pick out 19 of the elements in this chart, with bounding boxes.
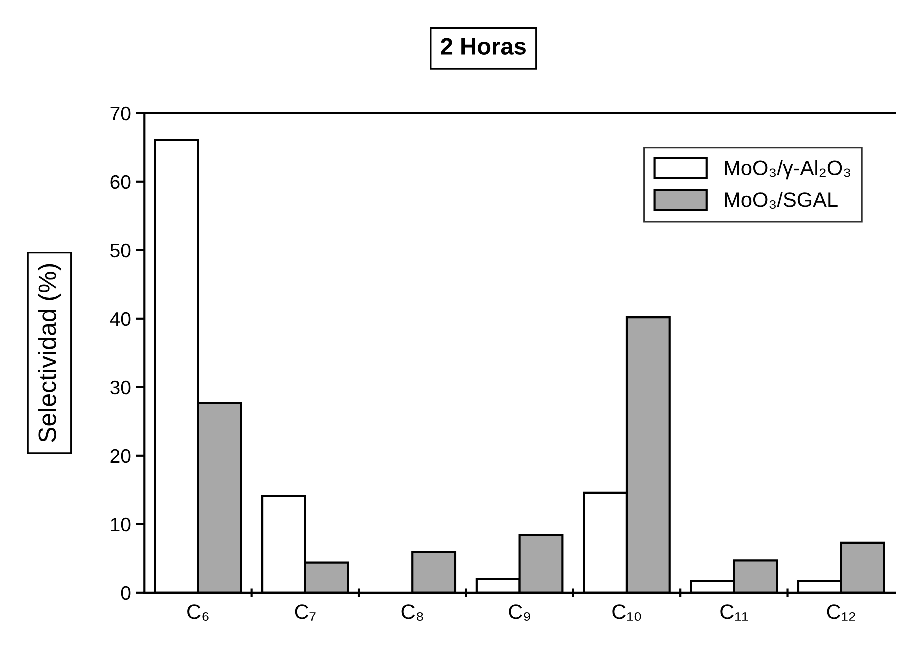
y-tick-label: 0 xyxy=(121,586,131,600)
y-tick-label: 70 xyxy=(110,106,131,121)
x-tick-label: C₉ xyxy=(509,604,530,622)
x-tick-label: C₁₂ xyxy=(827,604,856,621)
y-axis-title: Selectividad (%) xyxy=(38,264,62,442)
legend-label: MoO₃/SGAL xyxy=(725,192,838,210)
x-tick-label: C₆ xyxy=(188,604,209,622)
y-tick-label: 10 xyxy=(111,518,131,532)
x-tick-label: C₁₁ xyxy=(720,604,748,621)
x-tick-label: C₁₀ xyxy=(612,604,642,622)
y-tick-label: 40 xyxy=(110,312,131,326)
y-tick-label: 60 xyxy=(110,175,131,190)
y-tick-label: 20 xyxy=(110,449,131,464)
x-tick-label: C₇ xyxy=(295,604,316,621)
chart-title: 2 Horas xyxy=(441,38,526,55)
x-tick-label: C₈ xyxy=(402,604,424,622)
y-tick-label: 30 xyxy=(110,380,131,395)
y-tick-label: 50 xyxy=(110,244,131,258)
legend-label: MoO₃/γ-Al₂O₃ xyxy=(725,160,850,180)
